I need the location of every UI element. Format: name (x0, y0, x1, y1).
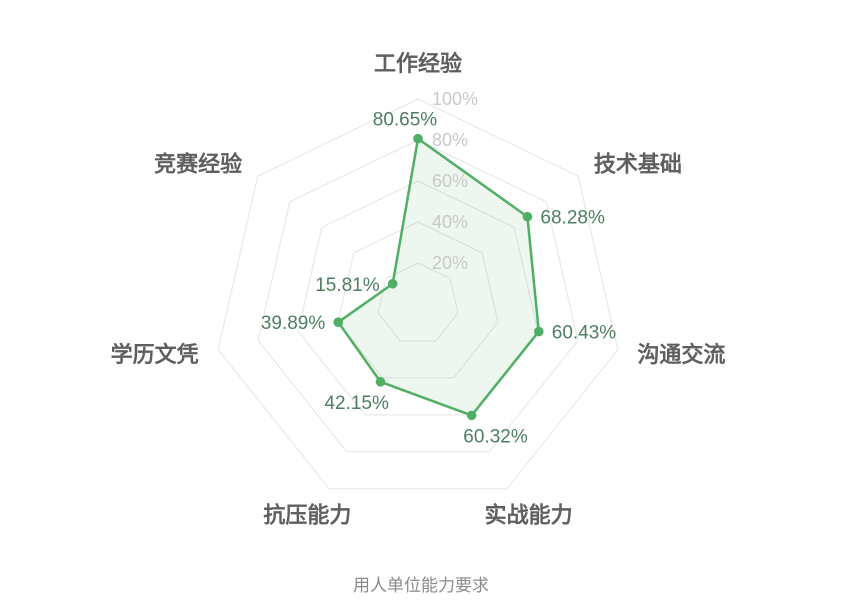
data-point-0[interactable] (413, 133, 423, 144)
category-label-6: 竞赛经验 (154, 152, 242, 177)
grid-ring-60 (297, 180, 539, 416)
value-label-0: 80.65% (373, 110, 438, 131)
chart-title: 用人单位能力要求 (353, 576, 489, 595)
data-point-6[interactable] (387, 278, 398, 289)
category-label-4: 抗压能力 (263, 503, 351, 528)
grid-ring-20 (377, 262, 459, 342)
value-label-6: 15.81% (315, 275, 380, 296)
value-label-4: 42.15% (324, 393, 389, 414)
category-label-3: 实战能力 (485, 503, 573, 528)
data-point-1[interactable] (522, 211, 533, 222)
axis-tick-label-40: 40% (432, 212, 468, 232)
axis-tick-label-100: 100% (432, 89, 478, 109)
grid-ring-100 (217, 98, 619, 490)
value-label-2: 60.43% (552, 323, 617, 344)
data-point-4[interactable] (375, 377, 386, 387)
data-point-3[interactable] (466, 410, 477, 421)
category-label-5: 学历文凭 (111, 342, 199, 367)
data-point-2[interactable] (533, 326, 544, 337)
category-label-2: 沟通交流 (637, 342, 725, 367)
value-label-3: 60.32% (463, 426, 528, 447)
value-label-1: 68.28% (540, 208, 605, 229)
axis-tick-label-80: 80% (432, 130, 468, 150)
data-point-5[interactable] (333, 317, 344, 327)
axis-tick-label-20: 20% (432, 253, 468, 273)
value-label-5: 39.89% (261, 313, 326, 334)
category-label-0: 工作经验 (374, 51, 462, 76)
grid-ring-80 (257, 139, 579, 453)
grid-ring-40 (337, 221, 499, 379)
radar-series-area[interactable] (337, 137, 541, 417)
axis-tick-label-60: 60% (432, 171, 468, 191)
category-label-1: 技术基础 (594, 152, 682, 177)
